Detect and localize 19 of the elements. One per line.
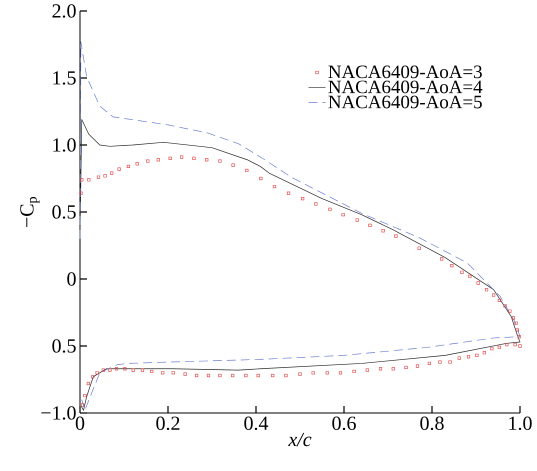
- x-tick-label: 0: [76, 416, 84, 430]
- x-tick-label: 0.4: [244, 416, 268, 430]
- y-tick-label: 0.5: [52, 339, 76, 353]
- x-tick-label: 1.0: [509, 416, 532, 430]
- x-tick-label: 0.6: [332, 416, 356, 430]
- x-axis-title: x/c: [288, 432, 312, 446]
- y-tick-label: 1.5: [53, 71, 76, 85]
- x-tick-label: 0.8: [420, 416, 444, 430]
- legend-label: NACA6409-AoA=5: [328, 96, 482, 108]
- line-series: [80, 41, 520, 411]
- legend-label: NACA6409-AoA=3: [328, 65, 482, 78]
- y-tick-label: 1.0: [53, 138, 76, 152]
- y-axis-title: −C$_{p}$: [20, 197, 40, 227]
- y-tick-label: 0: [67, 272, 76, 286]
- y-tick-label: −1.0: [41, 406, 76, 420]
- legend-label: NACA6409-AoA=4: [328, 80, 482, 94]
- x-tick-label: 0.2: [156, 416, 180, 430]
- y-tick-label: 2.0: [52, 4, 76, 18]
- y-tick-label: 0.5: [52, 205, 76, 219]
